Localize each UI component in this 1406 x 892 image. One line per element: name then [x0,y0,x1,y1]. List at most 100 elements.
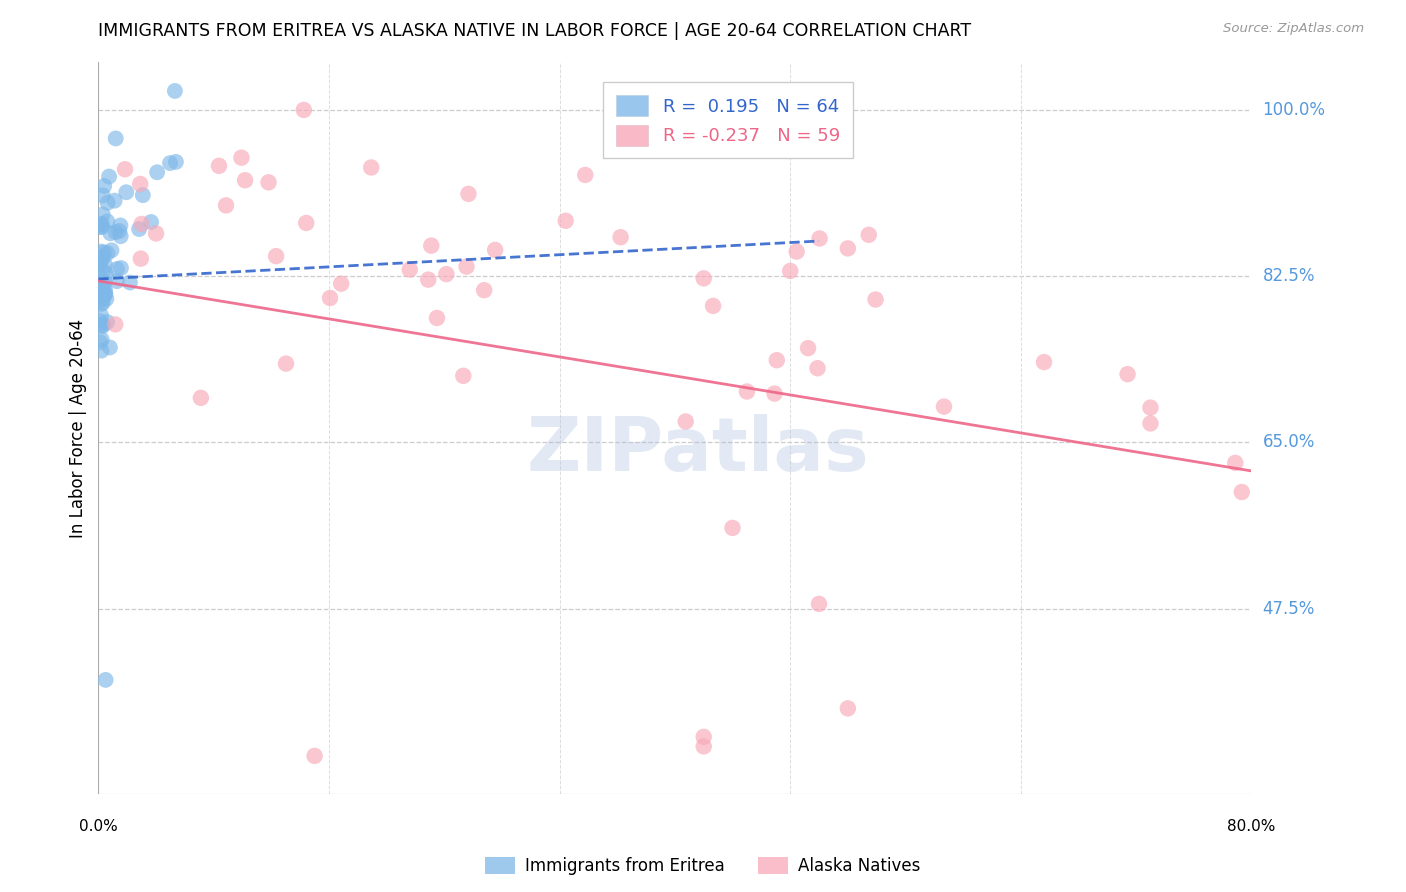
Point [190,391,212,405]
Point [93,245,115,260]
Point [91,318,114,332]
Point [865,293,887,307]
Point [93,289,115,303]
Legend: Immigrants from Eritrea, Alaska Natives: Immigrants from Eritrea, Alaska Natives [477,849,929,884]
Point [693,739,716,754]
Text: ZIPatlas: ZIPatlas [527,414,869,487]
Point [165,154,187,169]
Point [104,131,127,145]
Point [1230,485,1253,500]
Point [319,291,342,305]
Text: Source: ZipAtlas.com: Source: ZipAtlas.com [1223,22,1364,36]
Point [132,188,155,202]
Point [89,219,111,234]
Point [693,271,716,285]
Point [574,168,596,182]
Point [858,227,880,242]
Point [159,156,181,170]
Point [91,295,114,310]
Point [398,262,420,277]
Point [330,277,353,291]
Point [1139,401,1161,415]
Point [90,297,112,311]
Point [89,289,111,303]
Point [97,195,120,210]
Text: 65.0%: 65.0% [1263,434,1315,451]
Point [1139,417,1161,431]
Point [94,258,117,272]
Point [806,361,828,376]
Text: 82.5%: 82.5% [1263,268,1315,285]
Point [91,188,114,202]
Point [797,341,820,355]
Point [131,217,153,231]
Text: 47.5%: 47.5% [1263,599,1315,617]
Point [215,198,238,212]
Point [257,175,280,189]
Point [932,400,955,414]
Point [89,335,111,350]
Point [94,284,117,298]
Point [264,249,287,263]
Point [484,243,506,257]
Text: 100.0%: 100.0% [1263,101,1326,119]
Point [91,318,114,332]
Text: 0.0%: 0.0% [79,819,118,834]
Point [360,161,382,175]
Point [90,343,112,358]
Point [208,159,231,173]
Point [129,252,152,266]
Point [453,368,475,383]
Point [763,386,786,401]
Point [89,257,111,271]
Point [292,103,315,117]
Point [1033,355,1056,369]
Point [91,282,114,296]
Point [89,293,111,307]
Point [472,283,495,297]
Point [90,292,112,306]
Point [91,264,114,278]
Point [702,299,724,313]
Point [90,333,112,347]
Point [94,673,117,687]
Point [609,230,631,244]
Point [110,219,132,233]
Point [420,238,443,252]
Point [105,274,128,288]
Point [786,244,808,259]
Point [110,229,132,244]
Point [129,177,152,191]
Point [233,173,256,187]
Point [93,178,115,193]
Point [457,186,479,201]
Point [105,262,128,277]
Point [90,253,112,268]
Point [91,207,114,221]
Text: 80.0%: 80.0% [1227,819,1275,834]
Point [94,275,117,289]
Point [693,730,716,744]
Point [90,219,112,234]
Point [426,310,449,325]
Point [98,169,121,184]
Point [89,314,111,328]
Point [675,415,697,429]
Point [139,215,162,229]
Point [90,277,112,291]
Point [145,227,167,241]
Point [1225,456,1247,470]
Point [721,521,744,535]
Point [104,318,127,332]
Point [779,264,801,278]
Point [735,384,758,399]
Point [765,353,787,368]
Point [90,244,112,259]
Point [98,341,121,355]
Legend: R =  0.195   N = 64, R = -0.237   N = 59: R = 0.195 N = 64, R = -0.237 N = 59 [603,82,852,159]
Point [295,216,318,230]
Point [231,151,253,165]
Point [110,260,132,275]
Point [94,267,117,281]
Point [434,267,457,281]
